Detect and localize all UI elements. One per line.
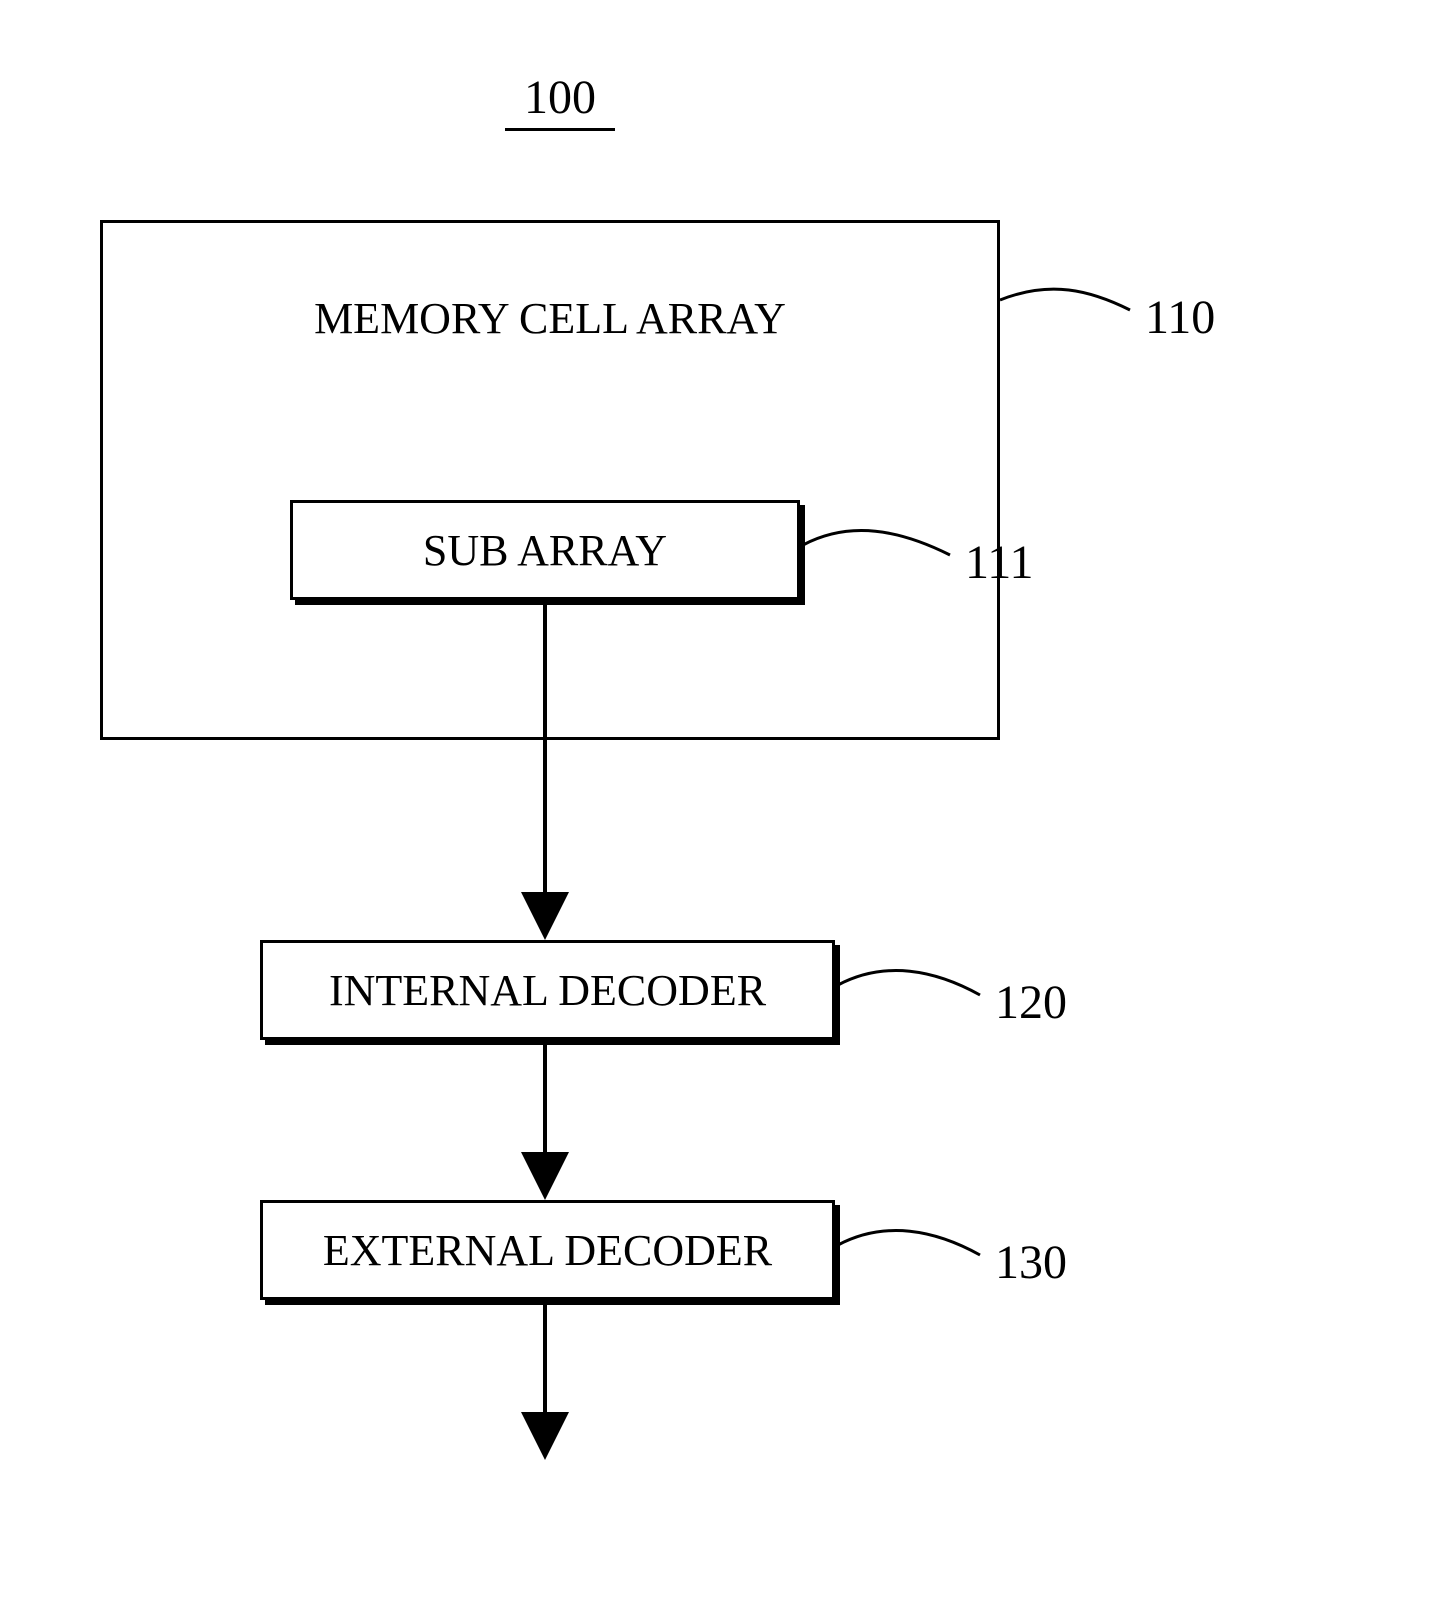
sub-array-block: SUB ARRAY xyxy=(290,500,800,600)
sub-array-label: SUB ARRAY xyxy=(423,525,667,576)
external-decoder-label: EXTERNAL DECODER xyxy=(323,1225,772,1276)
external-decoder-block: EXTERNAL DECODER xyxy=(260,1200,835,1300)
memory-cell-array-label: MEMORY CELL ARRAY xyxy=(103,293,997,344)
internal-decoder-block: INTERNAL DECODER xyxy=(260,940,835,1040)
block-diagram: 100 MEMORY CELL ARRAY SUB ARRAY INTERNAL… xyxy=(0,0,1445,1616)
memory-cell-array-block: MEMORY CELL ARRAY xyxy=(100,220,1000,740)
diagram-title-underline xyxy=(505,128,615,131)
internal-decoder-label: INTERNAL DECODER xyxy=(329,965,766,1016)
diagram-title-number: 100 xyxy=(500,70,620,125)
ref-110: 110 xyxy=(1145,290,1215,345)
leader-110 xyxy=(1000,289,1130,310)
ref-120: 120 xyxy=(995,975,1067,1030)
ref-111: 111 xyxy=(965,535,1033,590)
leader-120 xyxy=(838,971,980,995)
ref-130: 130 xyxy=(995,1235,1067,1290)
leader-130 xyxy=(838,1231,980,1255)
